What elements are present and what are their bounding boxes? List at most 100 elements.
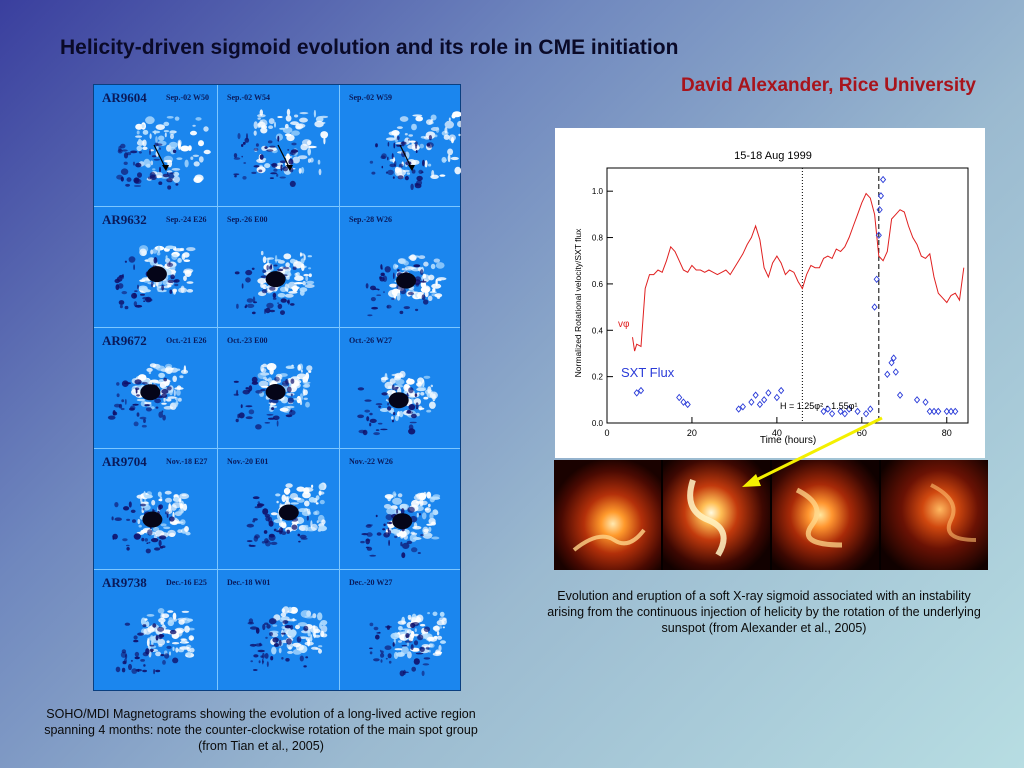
sxt-frame-1 bbox=[554, 460, 661, 570]
magnetogram-image bbox=[247, 606, 328, 671]
sxt-flux-point bbox=[676, 393, 683, 402]
observation-date: Sep.-28 W26 bbox=[349, 215, 392, 224]
plot-frame bbox=[606, 167, 969, 424]
x-tick-label: 80 bbox=[942, 428, 952, 438]
region-label: AR9672 bbox=[102, 333, 147, 348]
magnetogram-caption: SOHO/MDI Magnetograms showing the evolut… bbox=[44, 707, 478, 753]
observation-date: Sep.-02 W59 bbox=[349, 93, 392, 102]
magnetogram-row: AR9672 Oct.-21 E26 Oct.-23 E00 Oct.-26 W27 bbox=[94, 327, 460, 448]
sxt-flux-point bbox=[820, 407, 827, 416]
observation-date: Dec.-18 W01 bbox=[227, 578, 271, 587]
chart-title: 15-18 Aug 1999 bbox=[734, 150, 812, 162]
sxt-flux-point bbox=[748, 398, 755, 406]
v-phi-label: vφ bbox=[618, 319, 630, 330]
rotational-velocity-line bbox=[632, 192, 965, 352]
observation-date: Sep.-26 E00 bbox=[227, 215, 268, 224]
magnetogram-cell: Oct.-23 E00 bbox=[217, 328, 339, 448]
magnetogram-cell: AR9738 Dec.-16 E25 bbox=[94, 570, 216, 690]
magnetogram-image bbox=[365, 254, 447, 317]
magnetogram-cell: Sep.-28 W26 bbox=[339, 207, 461, 327]
slide-title: Helicity-driven sigmoid evolution and it… bbox=[60, 36, 679, 59]
author-line: David Alexander, Rice University bbox=[681, 75, 976, 96]
x-tick-label: 60 bbox=[857, 428, 867, 438]
sxt-flux-point bbox=[739, 403, 746, 411]
rotation-sxt-chart: 15-18 Aug 1999 Time (hours) Normalized R… bbox=[555, 128, 985, 458]
magnetogram-row: AR9704 Nov.-18 E27 Nov.-20 E01 Nov.-22 W26 bbox=[94, 448, 460, 569]
magnetogram-grid: AR9604 Sep.-02 W50 Sep.-02 W54 Sep.-02 W59 A… bbox=[93, 84, 461, 691]
sxt-flux-point bbox=[930, 407, 938, 416]
region-label: AR9738 bbox=[102, 575, 147, 590]
sxt-flux-point bbox=[875, 231, 882, 239]
magnetogram-image bbox=[116, 116, 211, 190]
magnetogram-image bbox=[246, 482, 327, 547]
sxt-image-strip bbox=[554, 460, 988, 570]
observation-date: Sep.-02 W50 bbox=[166, 93, 209, 102]
sxt-flux-point bbox=[633, 389, 640, 397]
sxt-frame-4 bbox=[881, 460, 988, 570]
sxt-flux-point bbox=[879, 175, 887, 184]
magnetogram-image bbox=[233, 108, 329, 187]
magnetogram-row: AR9632 Sep.-24 E26 Sep.-26 E00 Sep.-28 W26 bbox=[94, 206, 460, 327]
magnetogram-image bbox=[111, 490, 191, 554]
sxt-flux-point bbox=[873, 275, 880, 283]
sxt-flux-point bbox=[637, 386, 645, 395]
sxt-flux-point bbox=[876, 206, 883, 214]
sxt-frame-2 bbox=[663, 460, 770, 570]
sxt-flux-point bbox=[892, 368, 899, 376]
region-label: AR9632 bbox=[102, 212, 147, 227]
sxt-flux-point bbox=[680, 398, 687, 406]
chart-x-label: Time (hours) bbox=[760, 435, 816, 446]
observation-date: Sep.-02 W54 bbox=[227, 93, 270, 102]
sxt-flux-point bbox=[884, 370, 891, 379]
chart-svg: 15-18 Aug 1999 Time (hours) Normalized R… bbox=[573, 150, 969, 446]
sxt-flux-point bbox=[854, 407, 861, 416]
observation-date: Nov.-18 E27 bbox=[166, 457, 208, 466]
sxt-flux-point bbox=[684, 400, 691, 409]
sxt-flux-point bbox=[824, 405, 831, 413]
sxt-flux-point bbox=[935, 407, 942, 416]
sxt-flux-point bbox=[952, 407, 959, 416]
region-label: AR9704 bbox=[102, 454, 147, 469]
sxt-flux-point bbox=[867, 405, 874, 413]
observation-date: Nov.-20 E01 bbox=[227, 457, 269, 466]
sxt-flux-point bbox=[926, 407, 933, 416]
sxt-flux-point bbox=[913, 396, 921, 404]
x-tick-label: 40 bbox=[772, 428, 782, 438]
y-tick-label: 0.2 bbox=[592, 373, 604, 382]
chart-marks bbox=[632, 175, 965, 418]
sxt-flux-point bbox=[922, 398, 929, 406]
magnetogram-row: AR9738 Dec.-16 E25 Dec.-18 W01 Dec.-20 W27 bbox=[94, 569, 460, 690]
magnetogram-image bbox=[234, 250, 315, 315]
magnetogram-row: AR9604 Sep.-02 W50 Sep.-02 W54 Sep.-02 W59 bbox=[94, 85, 461, 206]
observation-date: Oct.-23 E00 bbox=[227, 336, 268, 345]
sxt-flux-point bbox=[756, 400, 763, 409]
sxt-flux-point bbox=[888, 359, 895, 367]
magnetogram-image bbox=[369, 111, 461, 190]
magnetogram-cell: Nov.-20 E01 bbox=[217, 449, 339, 569]
sxt-caption: Evolution and eruption of a soft X-ray s… bbox=[547, 589, 981, 635]
observation-date: Dec.-16 E25 bbox=[166, 578, 207, 587]
helicity-equation: H = 1.25φ² - 1.55φ¹ bbox=[780, 401, 857, 411]
sxt-flux-point bbox=[829, 410, 836, 418]
magnetogram-cell: Sep.-02 W54 bbox=[217, 85, 339, 206]
magnetogram-cell: Dec.-20 W27 bbox=[339, 570, 461, 690]
sxt-flux-point bbox=[877, 192, 885, 200]
observation-date: Oct.-21 E26 bbox=[166, 336, 207, 345]
x-tick-label: 20 bbox=[687, 428, 697, 438]
sxt-flux-point bbox=[773, 393, 780, 402]
observation-date: Oct.-26 W27 bbox=[349, 336, 392, 345]
magnetogram-image bbox=[360, 491, 441, 559]
magnetogram-image bbox=[107, 363, 189, 428]
region-label: AR9604 bbox=[102, 90, 147, 105]
sxt-flux-point bbox=[761, 396, 768, 404]
magnetogram-cell: AR9632 Sep.-24 E26 bbox=[94, 207, 216, 327]
magnetogram-image bbox=[115, 608, 195, 675]
magnetogram-cell: AR9672 Oct.-21 E26 bbox=[94, 328, 216, 448]
magnetogram-image bbox=[114, 245, 196, 310]
magnetogram-cell: Oct.-26 W27 bbox=[339, 328, 461, 448]
chart-y-label: Normalized Rotational velocity/SXT flux bbox=[573, 228, 583, 377]
y-tick-label: 0.6 bbox=[592, 280, 604, 289]
y-tick-label: 0.0 bbox=[592, 419, 604, 428]
sxt-flux-point bbox=[735, 405, 742, 413]
sxt-flux-point bbox=[837, 407, 844, 416]
